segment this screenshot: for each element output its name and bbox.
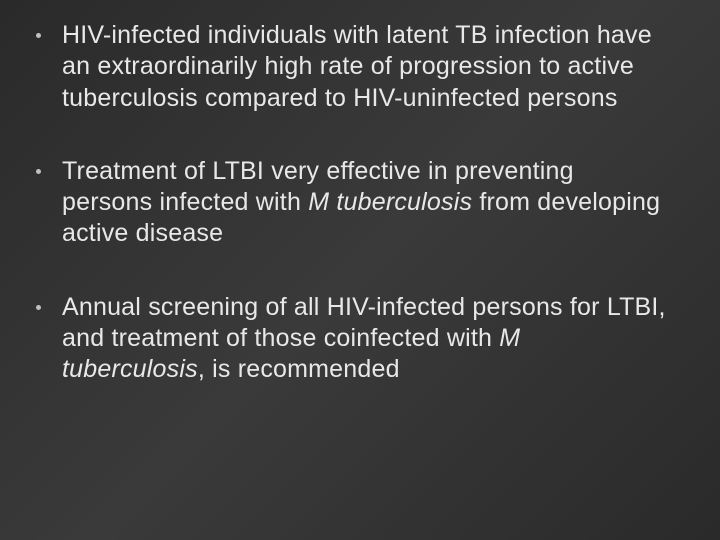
bullet-text-seg-italic: M tuberculosis xyxy=(308,188,472,216)
bullet-text-seg: HIV-infected individuals with latent TB … xyxy=(62,21,652,112)
bullet-text-seg: , is recommended xyxy=(198,355,400,383)
bullet-item: Annual screening of all HIV-infected per… xyxy=(30,292,670,386)
bullet-item: HIV-infected individuals with latent TB … xyxy=(30,20,670,114)
bullet-list: HIV-infected individuals with latent TB … xyxy=(30,20,670,385)
bullet-text-seg: Annual screening of all HIV-infected per… xyxy=(62,293,666,352)
bullet-item: Treatment of LTBI very effective in prev… xyxy=(30,156,670,250)
